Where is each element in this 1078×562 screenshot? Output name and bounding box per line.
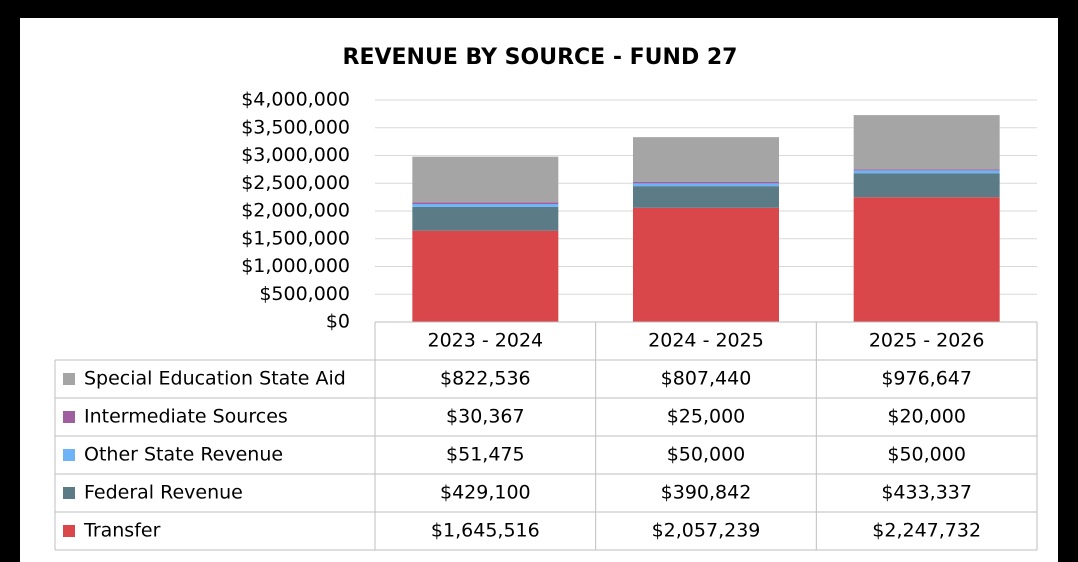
table-cell: $50,000 xyxy=(667,444,746,466)
bar-segment xyxy=(412,156,559,203)
bar-segment xyxy=(853,173,1000,198)
y-tick-label: $1,000,000 xyxy=(241,255,350,277)
bar-segment xyxy=(412,204,559,207)
bar-segment xyxy=(633,207,779,322)
table-cell: $390,842 xyxy=(661,482,752,504)
bar-segment xyxy=(412,202,559,205)
table-cell: $822,536 xyxy=(440,368,531,390)
y-tick-label: $2,000,000 xyxy=(241,200,350,222)
bar-segment xyxy=(853,170,1000,174)
table-cell: $1,645,516 xyxy=(431,520,540,542)
y-tick-label: $0 xyxy=(326,311,350,333)
y-tick-label: $3,500,000 xyxy=(241,116,350,138)
bar-segment xyxy=(853,115,1000,170)
bar-segment xyxy=(853,197,1000,322)
table-cell: $2,057,239 xyxy=(652,520,761,542)
table-cell: $51,475 xyxy=(446,444,525,466)
table-cell: $807,440 xyxy=(661,368,752,390)
y-tick-label: $1,500,000 xyxy=(241,227,350,249)
legend-label: Other State Revenue xyxy=(84,444,283,466)
x-tick-label: 2023 - 2024 xyxy=(428,330,544,352)
table-cell: $30,367 xyxy=(446,406,525,428)
bar-segment xyxy=(412,230,559,322)
table-cell: $429,100 xyxy=(440,482,531,504)
x-tick-label: 2025 - 2026 xyxy=(869,330,985,352)
bar-segment xyxy=(633,186,779,208)
table-cell: $25,000 xyxy=(667,406,746,428)
bar-segment xyxy=(633,183,779,187)
y-tick-label: $4,000,000 xyxy=(241,89,350,111)
table-cell: $50,000 xyxy=(887,444,966,466)
legend-label: Special Education State Aid xyxy=(84,368,346,390)
legend-swatch xyxy=(63,525,75,537)
y-tick-label: $500,000 xyxy=(259,283,350,305)
bar-segment xyxy=(633,137,779,182)
legend-label: Transfer xyxy=(83,520,161,542)
legend-swatch xyxy=(63,487,75,499)
table-cell: $2,247,732 xyxy=(872,520,981,542)
bar-segment xyxy=(853,169,1000,171)
chart-title: REVENUE BY SOURCE - FUND 27 xyxy=(343,45,738,70)
table-cell: $976,647 xyxy=(881,368,972,390)
legend-swatch xyxy=(63,373,75,385)
table-cell: $433,337 xyxy=(881,482,972,504)
bar-segment xyxy=(412,206,559,231)
bar-segment xyxy=(633,181,779,184)
x-tick-label: 2024 - 2025 xyxy=(648,330,764,352)
legend-label: Intermediate Sources xyxy=(84,406,288,428)
legend-swatch xyxy=(63,449,75,461)
legend-swatch xyxy=(63,411,75,423)
legend-label: Federal Revenue xyxy=(84,482,243,504)
table-cell: $20,000 xyxy=(887,406,966,428)
y-tick-label: $3,000,000 xyxy=(241,144,350,166)
y-tick-label: $2,500,000 xyxy=(241,172,350,194)
